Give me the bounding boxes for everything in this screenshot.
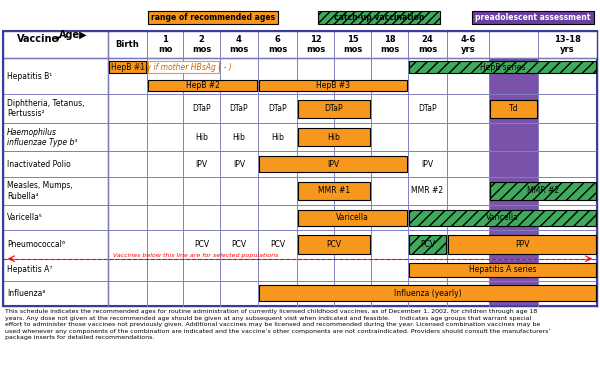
Text: MMR #2: MMR #2 (527, 187, 559, 196)
Bar (489, 31, 538, 306)
Text: HepB #2: HepB #2 (185, 81, 220, 90)
Text: Measles, Mumps,
Rubella⁴: Measles, Mumps, Rubella⁴ (7, 181, 73, 201)
Text: Hib: Hib (328, 133, 340, 142)
Text: Hib: Hib (195, 133, 208, 142)
Text: HepB series: HepB series (480, 63, 525, 72)
Text: Influenza (yearly): Influenza (yearly) (394, 289, 461, 298)
Bar (490, 182, 596, 200)
Text: 15
mos: 15 mos (343, 35, 362, 54)
Text: DTaP: DTaP (230, 104, 248, 113)
Text: PCV: PCV (420, 240, 435, 249)
Text: Influenza⁸: Influenza⁸ (7, 289, 46, 298)
Text: HepB #1: HepB #1 (110, 63, 145, 72)
Text: Varicella⁵: Varicella⁵ (7, 213, 43, 222)
Bar (3, 31, 597, 306)
Text: 11-12
yrs: 11-12 yrs (500, 35, 527, 54)
Bar (409, 210, 596, 226)
Text: 1
mo: 1 mo (158, 35, 172, 54)
Bar (298, 128, 370, 146)
Text: PCV: PCV (194, 240, 209, 249)
Text: 12
mos: 12 mos (306, 35, 325, 54)
Bar (472, 11, 594, 23)
Bar (298, 235, 370, 253)
Bar (148, 61, 219, 73)
Bar (148, 79, 257, 91)
Bar (298, 210, 407, 226)
Text: IPV: IPV (421, 160, 434, 169)
Text: catch-up vaccination: catch-up vaccination (334, 13, 424, 22)
Bar (148, 11, 278, 23)
Bar (409, 61, 596, 73)
Text: Age▶: Age▶ (59, 30, 88, 41)
Text: 24
mos: 24 mos (418, 35, 437, 54)
Text: Varicella: Varicella (486, 213, 519, 222)
Text: Haemophilus
influenzae Type b³: Haemophilus influenzae Type b³ (7, 127, 77, 147)
Bar (318, 11, 440, 23)
Text: DTaP: DTaP (418, 104, 437, 113)
Text: Diphtheria, Tetanus,
Pertussis²: Diphtheria, Tetanus, Pertussis² (7, 99, 85, 118)
Text: DTaP: DTaP (192, 104, 211, 113)
Text: DTaP: DTaP (268, 104, 287, 113)
Text: MMR #1: MMR #1 (318, 187, 350, 196)
Text: only if mother HBsAg ( - ): only if mother HBsAg ( - ) (135, 63, 232, 72)
Text: 4-6
yrs: 4-6 yrs (460, 35, 476, 54)
Text: Birth: Birth (116, 40, 139, 49)
Text: Varicella: Varicella (336, 213, 369, 222)
Text: 13-18
yrs: 13-18 yrs (554, 35, 581, 54)
Text: Td: Td (509, 104, 518, 113)
Text: This schedule indicates the recommended ages for routine administration of curre: This schedule indicates the recommended … (5, 309, 550, 341)
Text: PPV: PPV (515, 240, 529, 249)
Text: Hepatitis A series: Hepatitis A series (469, 265, 536, 274)
Text: Vaccine: Vaccine (17, 34, 59, 45)
Text: Hib: Hib (271, 133, 284, 142)
Bar (448, 235, 596, 253)
Text: 4
mos: 4 mos (229, 35, 248, 54)
Text: IPV: IPV (196, 160, 208, 169)
Text: 6
mos: 6 mos (268, 35, 287, 54)
Text: Pneumococcal⁶: Pneumococcal⁶ (7, 240, 65, 249)
Text: preadolescent assessment: preadolescent assessment (475, 13, 590, 22)
Bar (298, 182, 370, 200)
Text: Inactivated Polio: Inactivated Polio (7, 160, 71, 169)
Text: HepB #3: HepB #3 (316, 81, 350, 90)
Text: PCV: PCV (326, 240, 341, 249)
Text: ▼: ▼ (55, 36, 61, 43)
Text: 18
mos: 18 mos (380, 35, 399, 54)
Bar (259, 285, 596, 301)
Text: IPV: IPV (233, 160, 245, 169)
Text: Hepatitis B¹: Hepatitis B¹ (7, 72, 52, 81)
Text: MMR #2: MMR #2 (412, 187, 443, 196)
Text: 2
mos: 2 mos (192, 35, 211, 54)
Bar (409, 263, 596, 277)
Text: PCV: PCV (232, 240, 247, 249)
Text: range of recommended ages: range of recommended ages (151, 13, 275, 22)
Bar (298, 100, 370, 118)
Text: Hepatitis A⁷: Hepatitis A⁷ (7, 265, 52, 274)
Text: Vaccines below this line are for selected populations: Vaccines below this line are for selecte… (113, 253, 278, 258)
Bar (259, 79, 407, 91)
Text: PCV: PCV (270, 240, 285, 249)
Bar (490, 100, 537, 118)
Text: DTaP: DTaP (325, 104, 343, 113)
Bar (3, 31, 597, 58)
Text: Hib: Hib (233, 133, 245, 142)
Bar (109, 61, 146, 73)
Bar (259, 156, 407, 172)
Text: IPV: IPV (327, 160, 339, 169)
Bar (409, 235, 446, 253)
